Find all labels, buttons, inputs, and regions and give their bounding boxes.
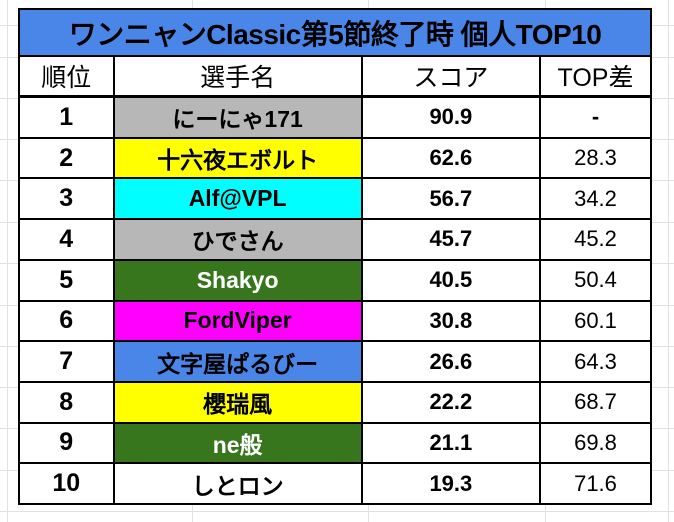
top-diff-cell: 28.3 — [574, 145, 617, 171]
table-row: 5 Shakyo 40.5 50.4 — [20, 260, 650, 302]
rank-cell: 5 — [20, 260, 115, 300]
rank-cell: 10 — [20, 464, 115, 504]
top-diff-cell: 50.4 — [574, 267, 617, 293]
score-cell: 26.6 — [363, 342, 541, 381]
table-row: 9 ne般 21.1 69.8 — [20, 423, 650, 465]
rank-cell: 6 — [20, 301, 115, 341]
table-row: 3 Alf@VPL 56.7 34.2 — [20, 179, 650, 221]
score-cell: 56.7 — [363, 179, 541, 219]
score-cell: 19.3 — [363, 464, 541, 504]
score-cell: 22.2 — [363, 382, 541, 422]
table-row: 6 FordViper 30.8 60.1 — [20, 301, 650, 343]
ranking-table: ワンニャンClassic第5節終了時 個人TOP10 順位 選手名 スコア TO… — [18, 8, 652, 505]
player-name-cell: Shakyo — [114, 260, 363, 300]
player-name-cell: ひでさん — [114, 220, 363, 259]
table-row: 8 櫻瑞風 22.2 68.7 — [20, 382, 650, 424]
top-diff-cell: - — [591, 104, 600, 130]
top-diff-cell: 45.2 — [574, 226, 617, 252]
player-name-cell: ne般 — [114, 423, 363, 463]
player-name-cell: にーにゃ171 — [114, 98, 363, 137]
player-name-cell: しとロン — [114, 464, 363, 504]
table-row: 2 十六夜エボルト 62.6 28.3 — [20, 138, 650, 180]
player-name-cell: 櫻瑞風 — [114, 382, 363, 422]
rank-cell: 8 — [20, 382, 115, 422]
rank-cell: 1 — [20, 98, 115, 137]
score-cell: 40.5 — [363, 260, 541, 300]
score-cell: 21.1 — [363, 423, 541, 463]
rank-cell: 9 — [20, 423, 115, 463]
score-cell: 90.9 — [363, 98, 541, 137]
table-row: 7 文字屋ぱるびー 26.6 64.3 — [20, 342, 650, 383]
column-header-diff: TOP差 — [557, 64, 634, 92]
table-row: 4 ひでさん 45.7 45.2 — [20, 220, 650, 261]
score-cell: 30.8 — [363, 301, 541, 341]
top-diff-cell: 60.1 — [574, 307, 617, 333]
score-cell: 45.7 — [363, 220, 541, 259]
player-name-cell: FordViper — [114, 301, 363, 341]
table-row: 10 しとロン 19.3 71.6 — [20, 464, 650, 504]
column-header-score: スコア — [363, 57, 541, 95]
table-header-row: 順位 選手名 スコア TOP差 — [20, 57, 650, 98]
sheet-gridline-horizontal — [0, 511, 674, 512]
table-row: 1 にーにゃ171 90.9 - — [20, 98, 650, 139]
sheet-gridline-vertical — [7, 0, 8, 522]
sheet-gridline-vertical — [668, 0, 669, 522]
rank-cell: 7 — [20, 342, 115, 381]
top-diff-cell: 64.3 — [574, 348, 617, 374]
score-cell: 62.6 — [363, 138, 541, 178]
rank-cell: 3 — [20, 179, 115, 219]
player-name-cell: 十六夜エボルト — [114, 138, 363, 178]
player-name-cell: 文字屋ぱるびー — [114, 342, 363, 381]
rank-cell: 2 — [20, 138, 115, 178]
top-diff-cell: 68.7 — [574, 389, 617, 415]
table-title: ワンニャンClassic第5節終了時 個人TOP10 — [20, 10, 650, 57]
top-diff-cell: 34.2 — [574, 185, 617, 211]
top-diff-cell: 71.6 — [574, 470, 617, 496]
column-header-rank: 順位 — [20, 57, 115, 95]
rank-cell: 4 — [20, 220, 115, 259]
column-header-name: 選手名 — [115, 57, 363, 95]
ranking-body: 1 にーにゃ171 90.9 - 2 十六夜エボルト 62.6 28.3 3 A… — [20, 98, 650, 504]
player-name-cell: Alf@VPL — [114, 179, 363, 219]
top-diff-cell: 69.8 — [574, 429, 617, 455]
